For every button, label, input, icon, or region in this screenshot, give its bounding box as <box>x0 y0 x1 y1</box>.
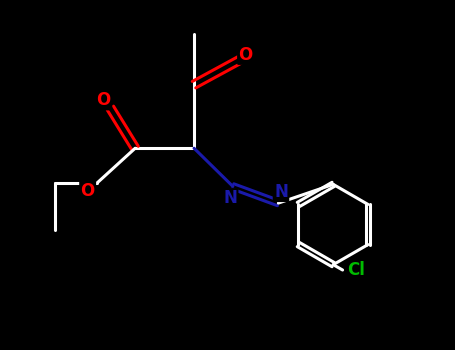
Text: N: N <box>274 183 288 201</box>
Text: O: O <box>96 91 111 109</box>
Text: N: N <box>223 189 237 208</box>
Text: Cl: Cl <box>347 261 365 279</box>
Text: O: O <box>238 46 253 64</box>
Text: O: O <box>81 182 95 200</box>
